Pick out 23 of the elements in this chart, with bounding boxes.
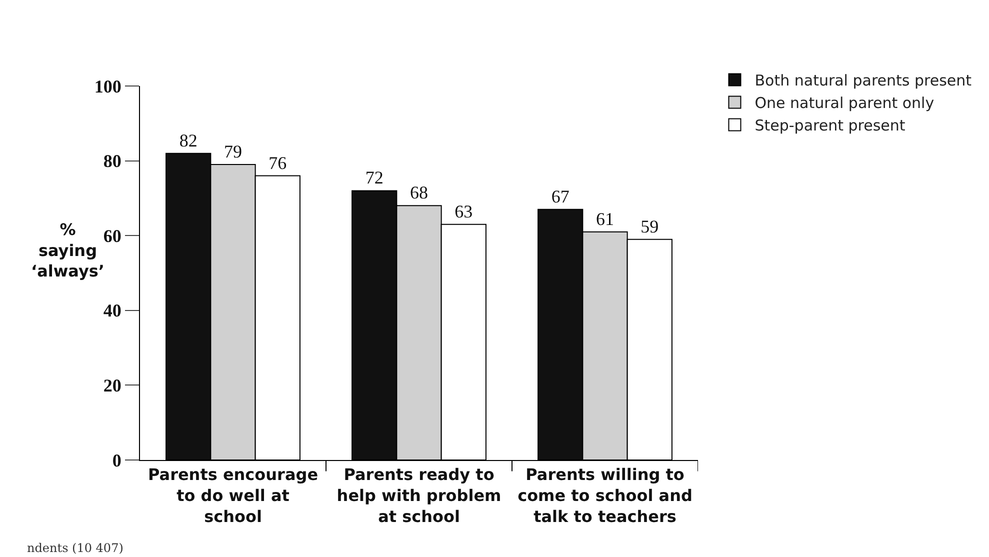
data-label: 61 bbox=[596, 208, 614, 229]
data-label: 76 bbox=[268, 152, 287, 173]
x-tick-label: Parents willing to come to school and talk to teachers bbox=[518, 465, 692, 526]
data-label: 67 bbox=[551, 186, 570, 206]
legend-label: Both natural parents present bbox=[754, 72, 972, 90]
data-label: 68 bbox=[410, 182, 428, 203]
y-tick-label: 20 bbox=[103, 376, 122, 396]
x-tick-label: Parents ready to help with problem at school bbox=[336, 465, 502, 526]
data-label: 79 bbox=[224, 142, 242, 162]
y-tick-label: 40 bbox=[103, 300, 122, 321]
y-axis-title: % saying ‘always’ bbox=[31, 220, 104, 281]
text: ndents (10 407) bbox=[27, 541, 124, 555]
y-tick-label: 80 bbox=[103, 151, 122, 172]
y-tick-label: 100 bbox=[94, 76, 122, 96]
y-tick-label: 60 bbox=[103, 226, 122, 246]
y-tick-label: 0 bbox=[112, 450, 122, 470]
legend-label: One natural parent only bbox=[754, 94, 934, 112]
data-label: 82 bbox=[179, 130, 198, 150]
data-label: 72 bbox=[365, 168, 384, 188]
data-label: 59 bbox=[640, 216, 659, 236]
legend-label: Step-parent present bbox=[754, 116, 906, 135]
x-tick-label: Parents encourage to do well at school bbox=[148, 465, 318, 526]
data-label: 63 bbox=[454, 201, 473, 222]
